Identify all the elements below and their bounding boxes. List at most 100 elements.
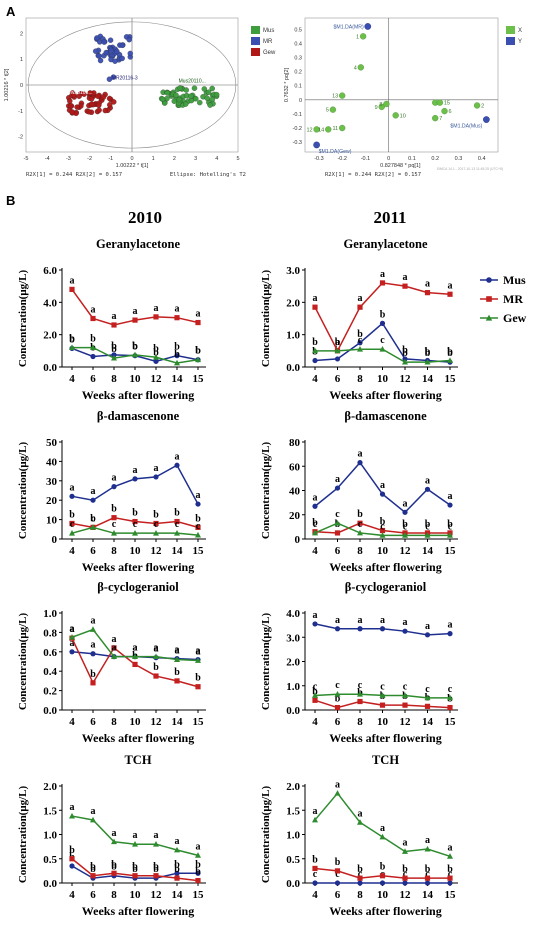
data-point bbox=[132, 476, 138, 482]
data-point bbox=[111, 515, 117, 521]
chart-title: β-cyclogeraniol bbox=[345, 580, 427, 594]
significance-letter: b bbox=[380, 517, 386, 528]
data-point bbox=[447, 704, 453, 711]
score-point-mr bbox=[101, 39, 107, 45]
data-point bbox=[90, 344, 96, 350]
x-tick-label: 4 bbox=[312, 545, 318, 557]
significance-letter: c bbox=[91, 513, 96, 524]
significance-letter: a bbox=[91, 615, 96, 626]
data-point bbox=[402, 702, 408, 708]
significance-letter: a bbox=[133, 830, 138, 841]
significance-letter: b bbox=[153, 662, 159, 673]
y-tick-label: 2.0 bbox=[43, 330, 57, 342]
data-point bbox=[69, 493, 75, 499]
loading-ytick: -0.3 bbox=[293, 140, 302, 146]
y-axis-label: Concentration(μg/L) bbox=[260, 786, 272, 884]
data-point bbox=[132, 518, 138, 525]
data-point bbox=[424, 532, 431, 538]
data-point bbox=[174, 529, 180, 536]
data-point bbox=[153, 474, 159, 480]
x-tick-label: 4 bbox=[312, 373, 318, 385]
data-point bbox=[111, 322, 117, 328]
significance-letter: a bbox=[91, 305, 96, 316]
y-axis-label: Concentration(μg/L) bbox=[17, 786, 29, 884]
year-label-2011: 2011 bbox=[373, 208, 406, 227]
data-point bbox=[334, 520, 341, 526]
legend-label: Mus bbox=[503, 273, 526, 287]
data-point bbox=[357, 698, 363, 705]
data-point bbox=[357, 880, 363, 886]
significance-letter: b bbox=[195, 859, 201, 870]
significance-letter: b bbox=[335, 694, 341, 705]
loading-xtick: 0.2 bbox=[431, 156, 439, 162]
significance-letter: a bbox=[133, 643, 138, 654]
y-tick-label: 0.0 bbox=[43, 878, 57, 890]
line-charts: Geranylacetone 0.0 2.0 4.0 6.0 4 6 8 10 12 14 15 Wee… bbox=[17, 237, 458, 918]
year-label-2010: 2010 bbox=[128, 208, 162, 227]
significance-letter: b bbox=[357, 864, 363, 875]
significance-letter: b bbox=[69, 334, 75, 345]
significance-letter: b bbox=[90, 864, 96, 875]
data-point bbox=[153, 358, 159, 364]
significance-letter: a bbox=[403, 272, 408, 283]
data-point bbox=[69, 634, 75, 640]
y-tick-label: 80 bbox=[289, 437, 301, 449]
loading-point-x bbox=[436, 99, 444, 106]
chart-title: TCH bbox=[124, 753, 151, 767]
significance-letter: c bbox=[335, 509, 340, 520]
legend-marker bbox=[486, 277, 492, 283]
data-point bbox=[111, 484, 117, 490]
x-tick-label: 10 bbox=[130, 889, 142, 901]
data-point bbox=[379, 320, 386, 326]
data-point bbox=[153, 873, 159, 879]
data-point bbox=[195, 531, 201, 538]
significance-letter: a bbox=[175, 304, 180, 315]
line-chart: Geranylacetone 0.0 2.0 4.0 6.0 4 6 8 10 12 14 15 Wee… bbox=[17, 237, 206, 402]
data-point bbox=[424, 632, 431, 638]
significance-letter: b bbox=[312, 686, 318, 697]
significance-letter: b bbox=[90, 862, 96, 873]
line-chart: TCH 0.0 0.5 1.0 1.5 2.0 4 6 8 10 12 14 15 Weeks after… bbox=[17, 753, 206, 918]
significance-letter: a bbox=[196, 646, 201, 657]
score-point-gew bbox=[67, 98, 73, 104]
score-group-label-mus: Mus20110... bbox=[179, 78, 206, 84]
loading-y-label: $M1.DA(Gew) bbox=[319, 149, 352, 155]
loading-plot: -0.3 -0.2 -0.1 0 0.1 0.2 0.3 0.4 0.5 0.4 0.3 0.2 0.1… bbox=[284, 17, 522, 178]
significance-letter: b bbox=[195, 346, 201, 357]
significance-letter: a bbox=[112, 311, 117, 322]
score-point-gew bbox=[95, 93, 101, 99]
data-point bbox=[402, 532, 408, 538]
data-point bbox=[402, 875, 408, 881]
data-point bbox=[195, 524, 201, 530]
data-point bbox=[312, 816, 318, 823]
score-point-mus bbox=[209, 96, 216, 103]
y-tick-label: 1.0 bbox=[286, 330, 300, 342]
loading-point-x bbox=[357, 64, 364, 71]
data-point bbox=[174, 462, 180, 468]
significance-letter: c bbox=[175, 519, 180, 530]
y-tick-label: 6.0 bbox=[43, 265, 57, 277]
score-xtick: -4 bbox=[45, 156, 50, 162]
panel-label-a: A bbox=[6, 4, 16, 19]
x-tick-label: 10 bbox=[377, 373, 389, 385]
score-point-mus bbox=[205, 89, 212, 95]
significance-letter: b bbox=[90, 513, 96, 524]
significance-letter: b bbox=[153, 864, 159, 875]
significance-letter: a bbox=[196, 647, 201, 658]
data-point bbox=[111, 645, 117, 651]
significance-letter: a bbox=[380, 269, 385, 280]
x-tick-label: 14 bbox=[172, 889, 184, 901]
score-point-gew bbox=[81, 91, 87, 97]
significance-letter: a bbox=[358, 449, 363, 460]
score-point-gew bbox=[88, 96, 95, 102]
score-point-gew bbox=[87, 90, 93, 96]
x-tick-label: 15 bbox=[193, 373, 205, 385]
data-point bbox=[312, 865, 318, 872]
data-point bbox=[132, 661, 138, 668]
y-tick-label: 2.0 bbox=[43, 781, 57, 793]
loading-point-x bbox=[339, 124, 346, 132]
x-tick-label: 6 bbox=[90, 716, 96, 728]
loading-point-label: 6 bbox=[449, 109, 452, 115]
data-point bbox=[90, 524, 96, 530]
significance-letter: b bbox=[380, 309, 386, 320]
